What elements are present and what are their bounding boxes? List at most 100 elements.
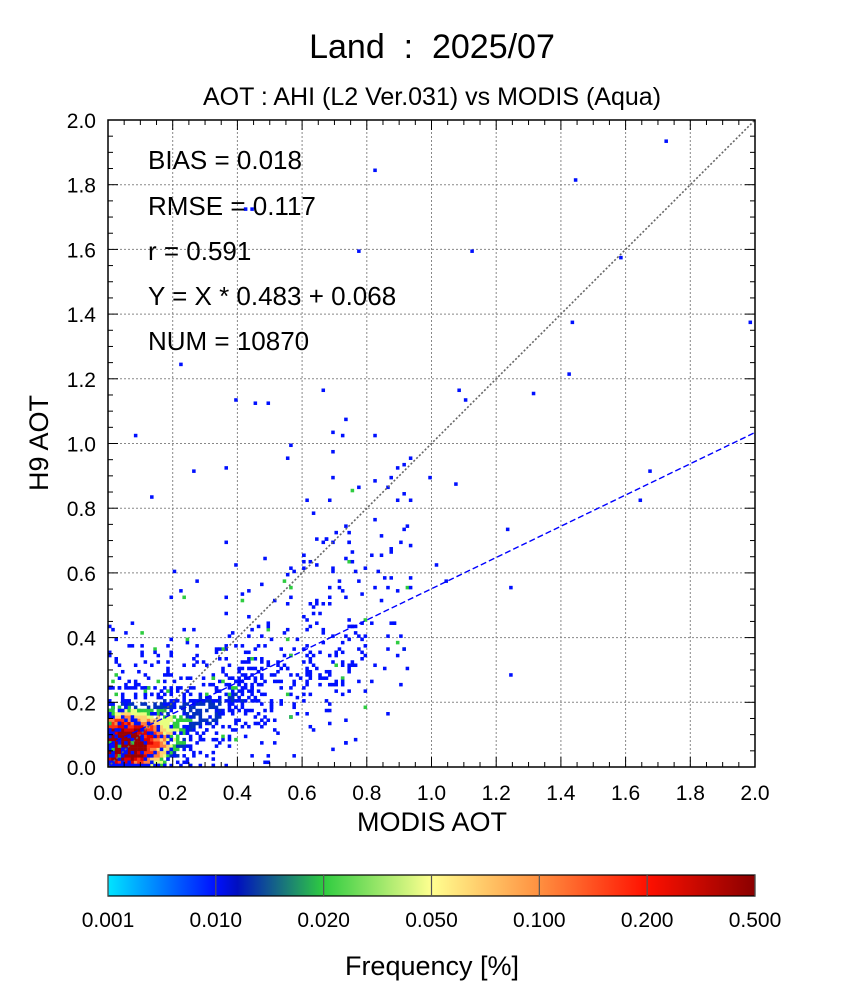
heatmap-cell <box>108 741 112 745</box>
outlier-point <box>573 178 578 182</box>
heatmap-cell <box>350 488 355 493</box>
heatmap-cell <box>201 699 206 703</box>
heatmap-cell <box>198 750 203 755</box>
heatmap-cell <box>195 741 199 745</box>
heatmap-cell <box>224 673 228 677</box>
heatmap-cell <box>363 705 368 710</box>
heatmap-cell <box>201 682 206 687</box>
heatmap-cell <box>166 754 170 758</box>
heatmap-cell <box>124 682 128 687</box>
heatmap-cell <box>276 660 280 664</box>
heatmap-cell <box>117 757 122 761</box>
heatmap-cell <box>195 731 199 735</box>
heatmap-cell <box>250 666 254 671</box>
heatmap-cell <box>140 650 144 655</box>
heatmap-cell <box>146 705 151 710</box>
heatmap-cell <box>185 702 190 706</box>
heatmap-cell <box>308 724 313 729</box>
heatmap-cell <box>166 728 170 732</box>
heatmap-cell <box>169 692 173 697</box>
heatmap-cell <box>195 702 199 706</box>
heatmap-cell <box>340 679 345 684</box>
heatmap-cell <box>140 644 144 648</box>
heatmap-cell <box>156 757 161 761</box>
heatmap-cell <box>150 718 154 723</box>
heatmap-cell <box>311 605 316 609</box>
heatmap-cell <box>111 737 115 742</box>
heatmap-cell <box>114 754 119 758</box>
heatmap-cell <box>250 754 254 758</box>
heatmap-cell <box>195 712 199 716</box>
colorbar-tick-label: 0.500 <box>729 909 782 932</box>
heatmap-cell <box>221 734 225 739</box>
heatmap-cell <box>111 734 115 739</box>
heatmap-cell <box>256 721 261 726</box>
heatmap-cell <box>250 627 254 632</box>
heatmap-cell <box>260 682 264 687</box>
heatmap-cell <box>127 705 131 710</box>
outlier-point <box>567 372 571 376</box>
x-tick-label: 1.6 <box>611 782 640 805</box>
heatmap-cell <box>143 744 148 748</box>
heatmap-cell <box>156 708 161 713</box>
heatmap-cell <box>133 747 138 752</box>
heatmap-cell <box>175 686 180 690</box>
heatmap-cell <box>156 744 161 748</box>
heatmap-cell <box>269 699 274 703</box>
heatmap-cell <box>201 718 206 723</box>
heatmap-cell <box>117 663 122 668</box>
heatmap-cell <box>133 721 138 726</box>
heatmap-cell <box>227 724 232 729</box>
heatmap-cell <box>127 715 131 719</box>
heatmap-cell <box>311 653 316 658</box>
heatmap-cell <box>311 611 316 616</box>
heatmap-cell <box>247 666 251 671</box>
heatmap-cell <box>214 647 219 651</box>
heatmap-cell <box>370 553 374 558</box>
outlier-point <box>250 207 254 211</box>
heatmap-cell <box>185 744 190 748</box>
heatmap-cell <box>137 715 141 719</box>
heatmap-cell <box>253 679 258 684</box>
heatmap-cell <box>318 673 322 677</box>
heatmap-cell <box>250 692 254 697</box>
heatmap-cell <box>117 705 122 710</box>
heatmap-cell <box>201 660 206 664</box>
x-tick-label: 1.8 <box>676 782 705 805</box>
heatmap-cell <box>159 689 164 693</box>
heatmap-cell <box>166 721 170 726</box>
heatmap-cell <box>146 676 151 680</box>
heatmap-cell <box>127 734 131 739</box>
heatmap-cell <box>276 669 280 674</box>
heatmap-cell <box>327 721 332 726</box>
heatmap-cell <box>227 663 232 668</box>
heatmap-cell <box>166 744 170 748</box>
heatmap-cell <box>159 702 164 706</box>
heatmap-cell <box>217 647 222 651</box>
heatmap-cell <box>230 708 235 713</box>
heatmap-cell <box>111 708 115 713</box>
heatmap-cell <box>150 734 154 739</box>
heatmap-cell <box>153 750 157 755</box>
heatmap-cell <box>120 747 125 752</box>
heatmap-cell <box>247 708 251 713</box>
heatmap-cell <box>389 621 393 625</box>
heatmap-cell <box>208 702 212 706</box>
heatmap-cell <box>172 724 177 729</box>
heatmap-cell <box>179 686 183 690</box>
heatmap-cell <box>166 731 170 735</box>
outlier-point <box>344 417 348 422</box>
heatmap-cell <box>192 657 196 661</box>
heatmap-cell <box>211 682 216 687</box>
fit-lines <box>108 120 755 767</box>
heatmap-cell <box>162 750 167 755</box>
heatmap-cell <box>260 702 264 706</box>
heatmap-cell <box>227 734 232 739</box>
heatmap-cell <box>272 741 277 745</box>
heatmap-cell <box>169 728 173 732</box>
heatmap-cell <box>150 741 154 745</box>
heatmap-cell <box>360 637 364 642</box>
heatmap-cell <box>162 737 167 742</box>
heatmap-cell <box>256 644 261 648</box>
heatmap-cell <box>185 757 190 761</box>
